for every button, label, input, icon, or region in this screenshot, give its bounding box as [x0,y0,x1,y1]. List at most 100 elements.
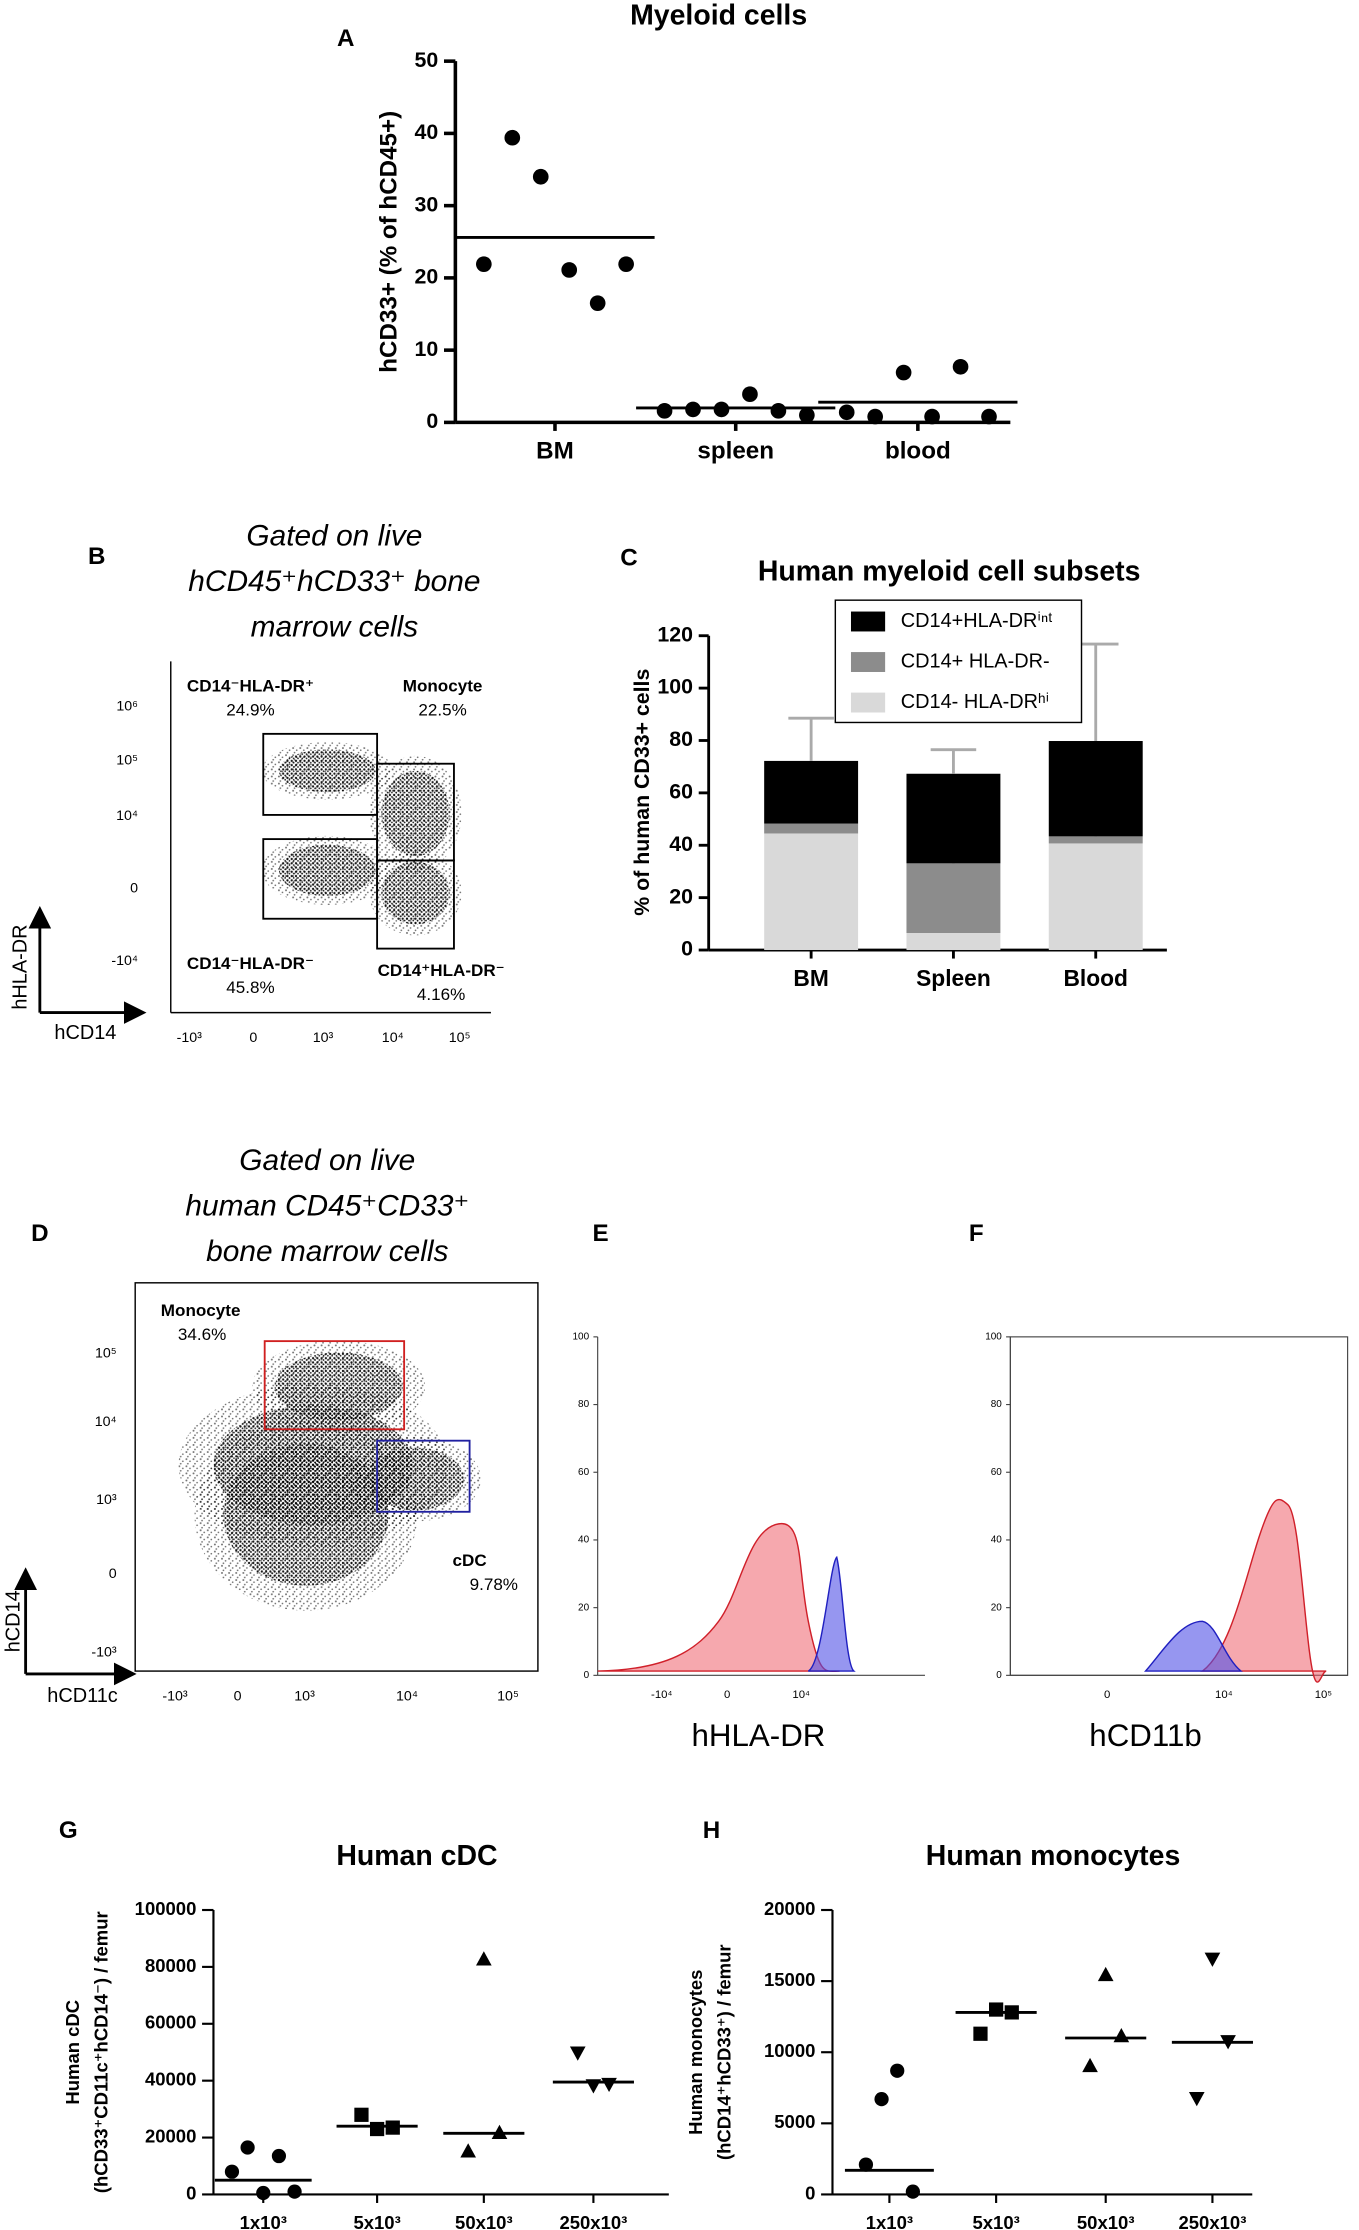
y-tick-label: 10⁴ [116,808,138,824]
y-tick-label: 0 [426,409,438,433]
gate-percent: 22.5% [418,701,466,720]
y-tick-label: 80 [669,727,693,751]
bar-segment [1048,741,1143,837]
bar-segment [1048,843,1143,951]
y-tick-label: 50 [415,48,439,72]
y-tick-label: 10000 [764,2040,815,2061]
y-tick-label: 40000 [145,2069,196,2090]
histogram-red [1200,1498,1327,1683]
y-tick-label: 100000 [135,1898,197,1919]
density-core [278,749,376,793]
x-tick-label: spleen [697,438,774,465]
point [981,408,997,425]
y-axis-label: (hCD14⁺hCD33⁺) / femur [714,1944,735,2160]
point [685,401,701,418]
gate [263,1340,406,1431]
y-tick-label: 60 [991,1467,1003,1478]
chart-title: Human myeloid cell subsets [758,556,1141,588]
bar-segment [906,863,1001,934]
x-tick-label: BM [793,965,828,991]
panel-letter: D [31,1220,48,1247]
point [973,2026,988,2041]
y-tick-label: 30 [415,192,439,216]
y-tick-label: 80 [578,1399,590,1410]
chart-title: bone marrow cells [206,1235,448,1268]
y-tick-label: 10⁵ [95,1346,117,1362]
x-tick-label: 50x10³ [455,2212,513,2230]
point [224,2164,240,2179]
chart-title: Myeloid cells [630,0,807,32]
point [532,168,549,185]
point [1082,2057,1098,2073]
chart-title: human CD45⁺CD33⁺ [185,1189,469,1222]
y-axis-label: % of human CD33+ cells [630,669,654,916]
x-tick-label: 10⁴ [792,1689,810,1701]
point [369,2121,385,2137]
gate-label: Monocyte [403,676,483,695]
point [354,2107,369,2122]
y-tick-label: 100 [573,1331,590,1342]
y-tick-label: -10⁴ [111,953,138,969]
point [601,2077,617,2093]
gate-percent: 34.6% [178,1325,226,1344]
point [1113,2028,1130,2043]
gate [376,1439,471,1513]
x-tick-label: 0 [249,1030,257,1046]
x-tick-label: -10³ [162,1688,188,1704]
y-axis-label: Human cDC [62,2000,83,2105]
x-tick-label: Spleen [916,965,991,991]
y-axis-label: hCD14 [2,1590,24,1652]
x-tick-label: 5x10³ [972,2212,1019,2230]
y-tick-label: 80 [991,1399,1003,1410]
histogram-red [597,1522,840,1673]
y-tick-label: 120 [657,622,693,646]
y-tick-label: 20 [578,1602,590,1613]
panel-letter: G [59,1817,78,1844]
y-tick-label: -10³ [91,1644,117,1660]
point [1204,1952,1221,1967]
gate-label: CD14⁻HLA-DR⁺ [187,676,314,695]
bar-segment [764,833,859,951]
y-tick-label: 60000 [145,2012,196,2033]
y-tick-label: 0 [186,2182,196,2203]
x-axis-label: hCD11c [47,1685,118,1707]
x-tick-label: 10⁵ [449,1030,471,1046]
point [240,2140,255,2155]
panel-letter: E [592,1220,608,1247]
y-tick-label: 10 [415,337,439,361]
y-tick-label: 5000 [774,2111,815,2132]
y-tick-label: 60 [578,1467,590,1478]
x-tick-label: 0 [724,1689,730,1701]
y-tick-label: 40 [415,120,439,144]
gate-label: cDC [453,1551,487,1570]
histogram-blue [1143,1620,1243,1672]
gate-percent: 45.8% [226,978,274,997]
point [742,386,758,403]
plot-frame [134,1282,539,1672]
panel-letter: F [969,1220,984,1247]
y-tick-label: 0 [130,881,138,897]
x-tick-label: 10³ [313,1030,334,1046]
point [867,408,883,425]
point [989,2002,1004,2017]
bar-segment [1048,836,1143,844]
point [460,2143,477,2158]
panel-letter: C [620,544,637,571]
point [799,407,815,423]
x-axis-label: hCD14 [54,1022,116,1044]
bar-segment [764,823,859,834]
panel-letter: A [337,25,354,52]
y-tick-label: 100 [657,675,693,699]
chart-title: hCD45⁺hCD33⁺ bone [188,565,480,598]
density-core [381,861,450,925]
point [504,129,521,146]
point [569,2046,586,2061]
y-axis-label: Human monocytes [685,1970,706,2135]
y-tick-label: 60 [669,780,693,804]
point [924,408,940,425]
x-tick-label: 50x10³ [1077,2212,1135,2230]
point [952,358,969,375]
point [890,2063,905,2078]
